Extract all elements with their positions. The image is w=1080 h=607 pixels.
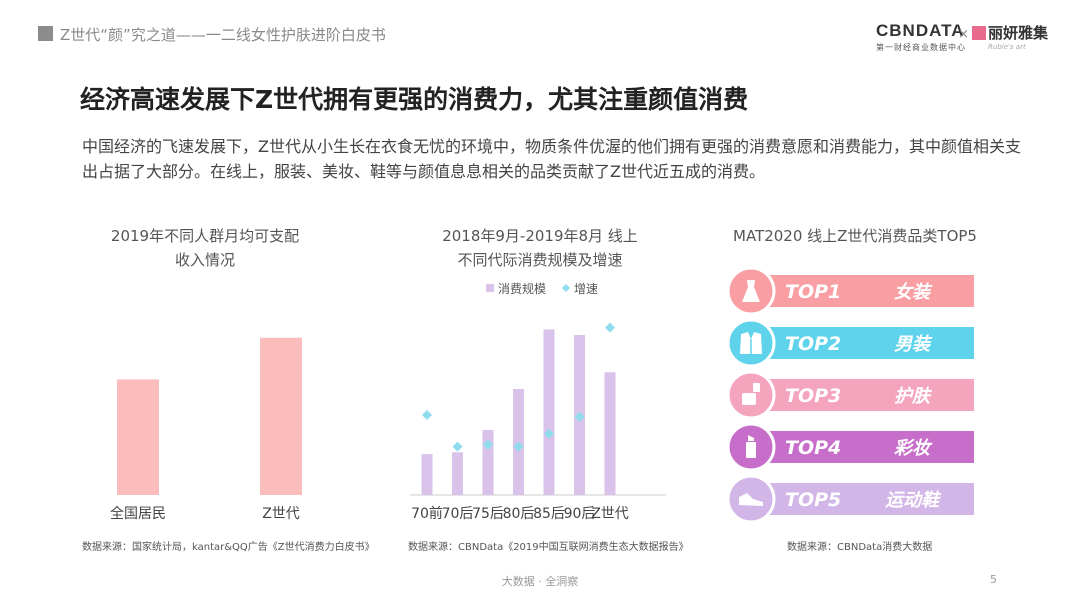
chart3-source: 数据来源：CBNData消费大数据: [787, 542, 933, 553]
chart2-point: [483, 439, 493, 450]
top-category-label: 男装: [894, 334, 933, 355]
cbndata-logo: CBNDATA 第一财经商业数据中心: [876, 21, 966, 53]
chart2-x-label: 90后: [564, 506, 596, 522]
dress-icon: [742, 280, 760, 302]
partner-logo: 丽妍雅集 Rubie's art: [972, 22, 1048, 51]
page-title: 经济高速发展下Z世代拥有更强的消费力，尤其注重颜值消费: [80, 85, 749, 114]
chart1-income-bar-chart: 全国居民 Z世代: [110, 337, 302, 522]
chart1-x-label: 全国居民: [110, 505, 166, 522]
brand-separator: ×: [958, 27, 969, 42]
partner-name: 丽妍雅集: [988, 24, 1049, 42]
chart2-title-line2: 不同代际消费规模及增速: [457, 251, 623, 269]
chart2-bar: [604, 372, 616, 495]
chart2-point: [513, 441, 524, 452]
lipstick-icon: [746, 435, 756, 458]
legend-bar-swatch: [486, 284, 494, 292]
skincare-jar-icon: [742, 383, 760, 405]
top-rank-label: TOP5: [785, 489, 841, 511]
chart2-bar: [543, 329, 555, 495]
top-rank-label: TOP1: [785, 281, 841, 303]
chart2-title: 2018年9月-2019年8月 线上 不同代际消费规模及增速: [400, 224, 680, 272]
chart2-x-label: 75后: [472, 506, 504, 522]
chart2-source: 数据来源：CBNData《2019中国互联网消费生态大数据报告》: [408, 542, 689, 553]
chart2-title-line1: 2018年9月-2019年8月 线上: [442, 227, 638, 245]
footer-slogan: 大数据 · 全洞察: [501, 575, 579, 588]
top-bar: [750, 327, 974, 359]
top-bar: [750, 275, 974, 307]
top-rank-label: TOP4: [785, 437, 841, 459]
page-description: 中国经济的飞速发展下，Z世代从小生长在衣食无忧的环境中，物质条件优渥的他们拥有更…: [82, 137, 1021, 181]
chart2-bar: [452, 452, 463, 495]
chart2-bar: [421, 454, 433, 495]
top-category-label: 女装: [894, 282, 933, 303]
top-category-label: 运动鞋: [885, 490, 942, 511]
legend-bar-label: 消费规模: [498, 281, 546, 296]
chart2-legend: 消费规模 增速: [486, 281, 598, 296]
chart2-x-label: 85后: [533, 506, 565, 522]
chart2-point: [605, 322, 615, 333]
top-bar: [750, 379, 974, 411]
top-rank-label: TOP2: [785, 333, 841, 355]
partner-sub: Rubie's art: [988, 43, 1026, 51]
chart1-title: 2019年不同人群月均可支配 收入情况: [80, 224, 330, 272]
legend-point-label: 增速: [574, 282, 598, 296]
brand-sub: 第一财经商业数据中心: [876, 43, 966, 52]
sneaker-icon: [739, 493, 763, 506]
chart1-bar: [117, 379, 159, 495]
chart2-point: [574, 411, 585, 422]
chart2-x-label: Z世代: [591, 506, 629, 522]
chart1-title-line1: 2019年不同人群月均可支配: [110, 227, 300, 245]
top-category-label: 护肤: [894, 386, 933, 407]
page-number: 5: [990, 573, 997, 586]
top-rank-label: TOP3: [785, 385, 841, 407]
chart2-point: [544, 428, 554, 439]
chart3-title: MAT2020 线上Z世代消费品类TOP5: [733, 227, 977, 245]
top-bar: [750, 431, 974, 463]
chart1-title-line2: 收入情况: [174, 251, 235, 269]
brand-main: CBNDATA: [876, 21, 965, 40]
top-bar: [750, 483, 974, 515]
suit-icon: [740, 332, 762, 354]
chart2-x-label: 70前: [411, 505, 443, 522]
chart2-x-label: 70后: [442, 506, 474, 522]
chart1-source: 数据来源：国家统计局，kantar&QQ广告《Z世代消费力白皮书》: [82, 542, 375, 553]
chart2-x-label: 80后: [503, 506, 535, 522]
chart2-point: [452, 441, 463, 452]
legend-point-swatch: [562, 284, 570, 292]
partner-logo-icon: [972, 25, 986, 40]
chart3-top5-categories: TOP1 女装 TOP2 男装 TOP3 护肤 TOP4 彩妆 TOP5 运动鞋: [726, 266, 974, 524]
header-square-icon: [38, 26, 53, 41]
chart2-point: [422, 410, 432, 421]
chart2-bar: [482, 429, 494, 495]
chart1-x-label: Z世代: [262, 506, 300, 522]
top-category-label: 彩妆: [894, 438, 933, 459]
chart1-bar: [260, 337, 302, 495]
section-title: Z世代“颜”究之道——一二线女性护肤进阶白皮书: [60, 26, 386, 44]
